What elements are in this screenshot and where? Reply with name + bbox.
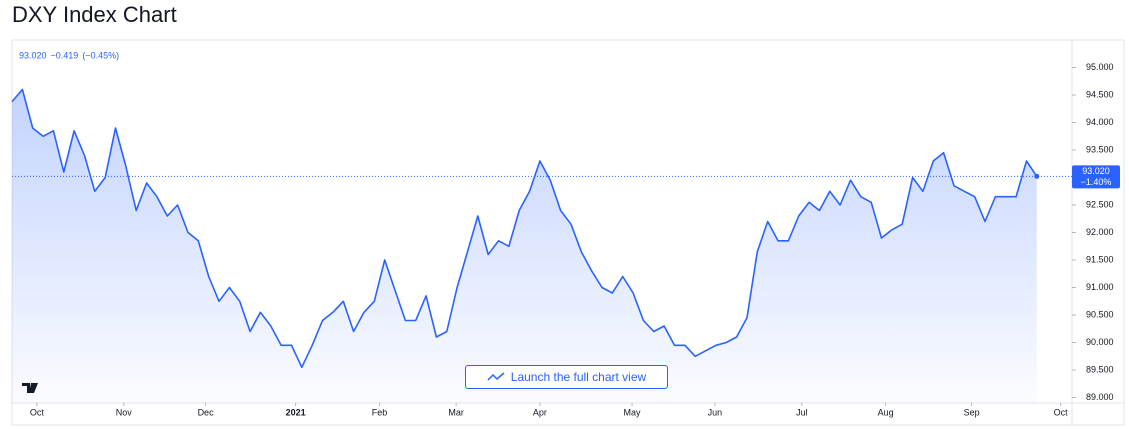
x-tick-label: Feb: [372, 407, 388, 417]
x-tick-label: Jul: [796, 407, 808, 417]
y-tick-label: 94.000: [1086, 117, 1114, 127]
price-line: [11, 88, 1038, 369]
x-tick-label: Oct: [30, 407, 45, 417]
y-tick-label: 94.500: [1086, 89, 1114, 99]
header-price: 93.020: [19, 50, 47, 60]
x-tick-label: Dec: [198, 407, 215, 417]
y-tick-label: 91.000: [1086, 282, 1114, 292]
y-tick-label: 95.000: [1086, 62, 1114, 72]
y-tick-label: 90.500: [1086, 309, 1114, 319]
header-change-pct: (−0.45%): [82, 50, 119, 60]
y-tick-label: 89.500: [1086, 364, 1114, 374]
y-tick-label: 92.500: [1086, 199, 1114, 209]
last-price-box: [1072, 165, 1120, 189]
last-point: [1034, 173, 1040, 179]
last-price-label: 93.020: [1082, 166, 1110, 176]
y-tick-label: 90.000: [1086, 337, 1114, 347]
legend: 93.020 −0.419 (−0.45%): [19, 50, 119, 60]
y-tick-label: 92.000: [1086, 227, 1114, 237]
header-change: −0.419: [51, 50, 79, 60]
x-tick-label: Mar: [448, 407, 464, 417]
y-tick-label: 89.000: [1086, 392, 1114, 402]
launch-chart-button[interactable]: Launch the full chart view: [465, 365, 668, 389]
x-tick-label: 2021: [286, 407, 306, 417]
x-tick-label: Aug: [878, 407, 894, 417]
x-tick-label: Jun: [708, 407, 723, 417]
x-tick-label: Sep: [964, 407, 980, 417]
x-tick-label: Apr: [533, 407, 547, 417]
last-change-label: −1.40%: [1081, 177, 1112, 187]
x-tick-label: May: [624, 407, 642, 417]
y-tick-label: 91.500: [1086, 254, 1114, 264]
x-tick-label: Oct: [1054, 407, 1069, 417]
y-tick-label: 93.500: [1086, 144, 1114, 154]
area: [12, 89, 1037, 403]
x-tick-label: Nov: [116, 407, 133, 417]
page-title: DXY Index Chart: [12, 2, 177, 27]
button-label: Launch the full chart view: [510, 370, 647, 384]
button-icon: [487, 372, 505, 381]
